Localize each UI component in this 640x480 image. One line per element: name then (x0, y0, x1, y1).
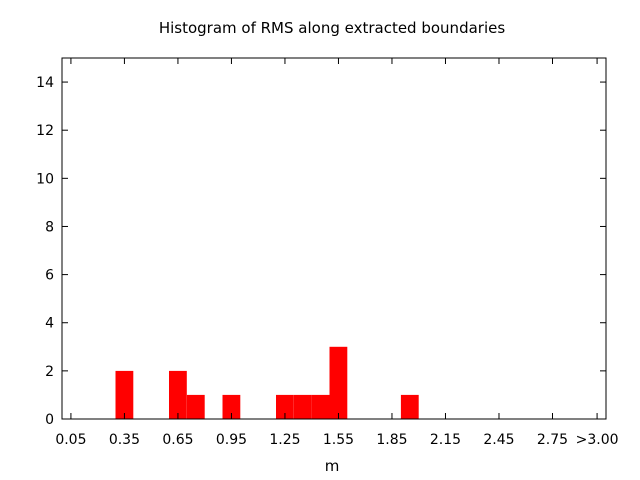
x-tick-label-9: 2.75 (537, 432, 568, 448)
x-tick-label-7: 2.15 (430, 432, 461, 448)
y-tick-label-0: 0 (45, 412, 54, 428)
y-tick-label-7: 14 (36, 75, 54, 91)
x-tick-label-1: 0.35 (109, 432, 140, 448)
y-tick-label-2: 4 (45, 316, 54, 332)
x-tick-label-6: 1.85 (376, 432, 407, 448)
y-tick-label-5: 10 (36, 171, 54, 187)
x-tick-label-4: 1.25 (269, 432, 300, 448)
y-tick-label-4: 8 (45, 219, 54, 235)
histogram-bar-2 (187, 395, 205, 419)
histogram-bar-5 (294, 395, 312, 419)
x-tick-label-0: 0.05 (55, 432, 86, 448)
x-tick-label-8: 2.45 (483, 432, 514, 448)
x-tick-label-3: 0.95 (216, 432, 247, 448)
y-tick-label-3: 6 (45, 268, 54, 284)
histogram-bar-6 (312, 395, 330, 419)
x-tick-label-2: 0.65 (162, 432, 193, 448)
histogram-bar-7 (330, 347, 348, 419)
histogram-bar-8 (401, 395, 419, 419)
bars-group (116, 347, 419, 419)
histogram-bar-1 (169, 371, 187, 419)
y-tick-label-6: 12 (36, 123, 54, 139)
y-tick-label-1: 2 (45, 364, 54, 380)
x-tick-label-5: 1.55 (323, 432, 354, 448)
histogram-bar-0 (116, 371, 134, 419)
x-tick-label-10: >3.00 (576, 432, 619, 448)
x-axis-label: m (325, 457, 340, 475)
chart-title: Histogram of RMS along extracted boundar… (159, 19, 506, 37)
